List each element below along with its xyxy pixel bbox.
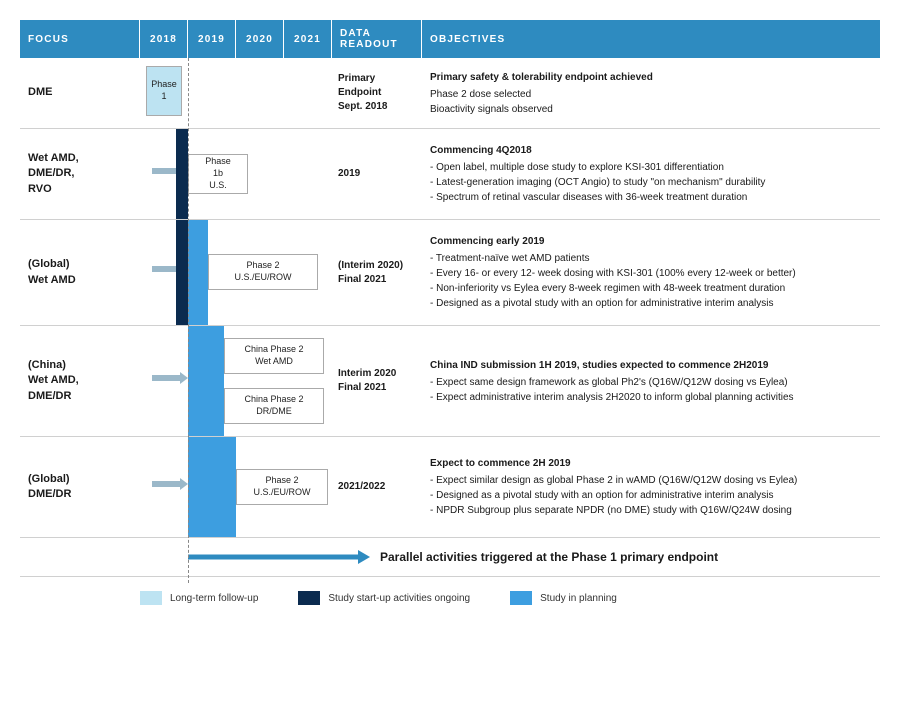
header-2018: 2018 (140, 20, 188, 58)
header-row: FOCUS 2018 2019 2020 2021 DATA READOUT O… (20, 20, 880, 58)
objective-line: - Open label, multiple dose study to exp… (430, 160, 872, 175)
focus-label: Wet AMD,DME/DR,RVO (20, 129, 140, 219)
data-readout: 2019 (332, 129, 422, 219)
timeline-row: DMEPhase1 PrimaryEndpointSept. 2018 Primar… (20, 58, 880, 129)
timeline-row: (China)Wet AMD,DME/DRChina Phase 2Wet AM… (20, 326, 880, 437)
legend-label-planning: Study in planning (540, 593, 617, 604)
gantt-bar (188, 220, 208, 325)
objectives: Commencing 4Q2018 - Open label, multiple … (422, 129, 880, 219)
parallel-activities-row: Parallel activities triggered at the Pha… (20, 538, 880, 577)
objectives: Primary safety & tolerability endpoint a… (422, 58, 880, 128)
legend-swatch-startup (298, 591, 320, 605)
legend-startup: Study start-up activities ongoing (298, 591, 470, 605)
gantt-bar: China Phase 2DR/DME (224, 388, 324, 424)
gantt-bar (176, 220, 188, 325)
objective-line: - Designed as a pivotal study with an op… (430, 296, 872, 311)
gantt-bar: China Phase 2Wet AMD (224, 338, 324, 374)
gantt-bar: Phase 2U.S./EU/ROW (208, 254, 318, 290)
objective-heading: Expect to commence 2H 2019 (430, 456, 872, 471)
legend-planning: Study in planning (510, 591, 617, 605)
focus-label: (China)Wet AMD,DME/DR (20, 326, 140, 436)
objectives: Commencing early 2019 - Treatment-naïve w… (422, 220, 880, 325)
objectives: Expect to commence 2H 2019 - Expect simil… (422, 437, 880, 537)
objective-line: - Non-inferiority vs Eylea every 8-week … (430, 281, 872, 296)
objective-heading: Commencing early 2019 (430, 234, 872, 249)
start-arrow-icon (152, 371, 188, 385)
objective-line: Bioactivity signals observed (430, 102, 872, 117)
legend-swatch-planning (510, 591, 532, 605)
header-readout: DATA READOUT (332, 20, 422, 58)
clinical-timeline-chart: FOCUS 2018 2019 2020 2021 DATA READOUT O… (20, 20, 880, 605)
objective-line: - NPDR Subgroup plus separate NPDR (no D… (430, 503, 872, 518)
header-2019: 2019 (188, 20, 236, 58)
gantt-bar (176, 129, 188, 219)
objective-line: - Expect similar design as global Phase … (430, 473, 872, 488)
header-2020: 2020 (236, 20, 284, 58)
start-arrow-icon (152, 477, 188, 491)
gantt-area: Phase 2U.S./EU/ROW (140, 437, 332, 537)
focus-label: (Global)Wet AMD (20, 220, 140, 325)
timeline-row: Wet AMD,DME/DR,RVOPhase1bU.S.2019Commenc… (20, 129, 880, 220)
gantt-bar: Phase1 (146, 66, 182, 116)
objectives: China IND submission 1H 2019, studies ex… (422, 326, 880, 436)
gantt-area: China Phase 2Wet AMD China Phase 2DR/DME (140, 326, 332, 436)
focus-label: (Global)DME/DR (20, 437, 140, 537)
legend-longterm: Long-term follow-up (140, 591, 258, 605)
gantt-bar: Phase 2U.S./EU/ROW (236, 469, 328, 505)
data-readout: 2021/2022 (332, 437, 422, 537)
objective-heading: Primary safety & tolerability endpoint a… (430, 70, 872, 85)
data-readout: Interim 2020Final 2021 (332, 326, 422, 436)
gantt-area: Phase1 (140, 58, 332, 128)
timeline-row: (Global)Wet AMD Phase 2U.S./EU/ROW (Interi… (20, 220, 880, 326)
gantt-bar (188, 326, 224, 436)
objective-line: - Spectrum of retinal vascular diseases … (430, 190, 872, 205)
focus-label: DME (20, 58, 140, 128)
header-focus: FOCUS (20, 20, 140, 58)
objective-line: - Every 16- or every 12- week dosing wit… (430, 266, 872, 281)
gantt-bar (188, 437, 236, 537)
objective-line: - Designed as a pivotal study with an op… (430, 488, 872, 503)
objective-line: - Treatment-naïve wet AMD patients (430, 251, 872, 266)
data-readout: PrimaryEndpointSept. 2018 (332, 58, 422, 128)
header-2021: 2021 (284, 20, 332, 58)
timeline-row: (Global)DME/DR Phase 2U.S./EU/ROW2021/202… (20, 437, 880, 538)
rows-container: DMEPhase1 PrimaryEndpointSept. 2018 Primar… (20, 58, 880, 538)
parallel-arrow-icon (140, 548, 370, 566)
legend: Long-term follow-up Study start-up activ… (20, 577, 880, 605)
legend-swatch-longterm (140, 591, 162, 605)
objective-line: - Latest-generation imaging (OCT Angio) … (430, 175, 872, 190)
objective-heading: China IND submission 1H 2019, studies ex… (430, 358, 872, 373)
gantt-area: Phase 2U.S./EU/ROW (140, 220, 332, 325)
objective-line: - Expect same design framework as global… (430, 375, 872, 390)
phase1-endpoint-dashed-line (188, 58, 189, 583)
gantt-area: Phase1bU.S. (140, 129, 332, 219)
legend-label-longterm: Long-term follow-up (170, 593, 258, 604)
gantt-bar: Phase1bU.S. (188, 154, 248, 194)
parallel-activities-text: Parallel activities triggered at the Pha… (380, 550, 718, 564)
legend-label-startup: Study start-up activities ongoing (328, 593, 470, 604)
objective-line: Phase 2 dose selected (430, 87, 872, 102)
objective-line: - Expect administrative interim analysis… (430, 390, 872, 405)
data-readout: (Interim 2020)Final 2021 (332, 220, 422, 325)
header-objectives: OBJECTIVES (422, 20, 880, 58)
objective-heading: Commencing 4Q2018 (430, 143, 872, 158)
